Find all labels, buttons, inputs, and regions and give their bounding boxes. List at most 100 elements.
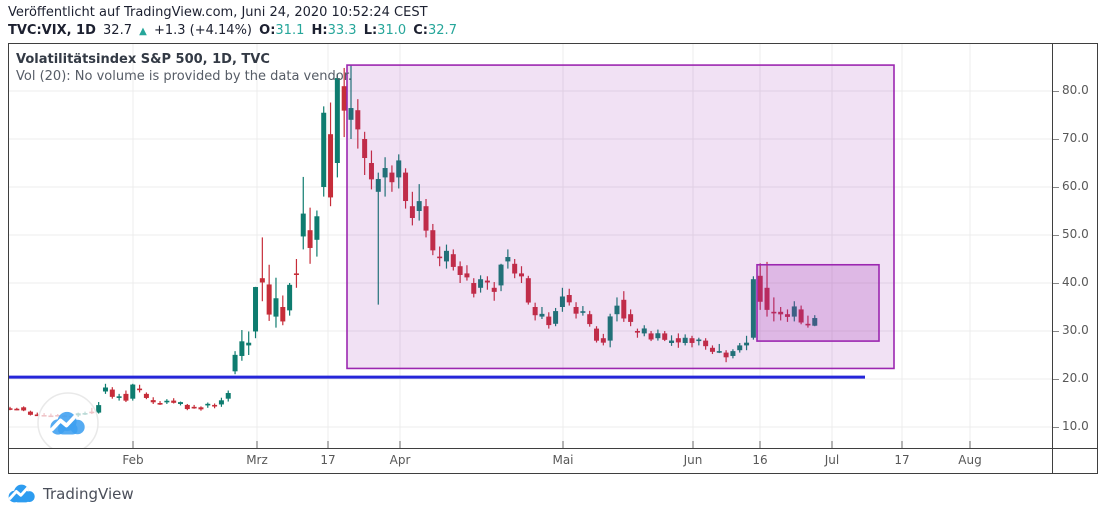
candle-body bbox=[116, 396, 122, 398]
candle-body bbox=[403, 172, 409, 202]
candle-body bbox=[559, 296, 565, 307]
candle-body bbox=[232, 354, 238, 372]
candle-body bbox=[709, 347, 715, 352]
low-value: 31.0 bbox=[377, 23, 407, 38]
candle-body bbox=[423, 206, 429, 231]
candle-body bbox=[171, 400, 177, 403]
candle-body bbox=[334, 78, 340, 163]
candle-body bbox=[634, 331, 640, 333]
candle-body bbox=[27, 411, 33, 415]
candle-body bbox=[716, 351, 722, 353]
candle-body bbox=[737, 345, 743, 351]
candle-body bbox=[723, 352, 729, 358]
x-axis-label: Feb bbox=[122, 453, 144, 467]
candle-body bbox=[218, 400, 224, 405]
candle-body bbox=[791, 306, 797, 317]
candle-body bbox=[355, 110, 361, 130]
tradingview-footer-logo[interactable]: TradingView bbox=[8, 482, 134, 506]
y-axis-label: 70.0 bbox=[1062, 131, 1089, 145]
candle-body bbox=[607, 316, 613, 341]
published-line: Veröffentlicht auf TradingView.com, Juni… bbox=[8, 5, 428, 20]
candle-body bbox=[580, 311, 586, 313]
candle-body bbox=[621, 299, 627, 319]
y-axis-label: 30.0 bbox=[1062, 323, 1089, 337]
candle-body bbox=[198, 407, 204, 410]
time-axis[interactable]: Feb Mrz 17 Apr Mai Jun 16 Jul 17 Aug bbox=[9, 449, 1052, 473]
time-axis-separator bbox=[9, 448, 1098, 449]
footer-brand-text: TradingView bbox=[43, 485, 134, 503]
high-label: H: bbox=[311, 23, 328, 38]
volume-study-legend: Vol (20): No volume is provided by the d… bbox=[16, 69, 352, 84]
candle-body bbox=[757, 275, 763, 302]
candle-body bbox=[546, 316, 552, 326]
chart-frame: Volatilitätsindex S&P 500, 1D, TVC Vol (… bbox=[8, 43, 1098, 474]
x-axis-label: 16 bbox=[752, 453, 768, 467]
high-value: 33.3 bbox=[327, 23, 357, 38]
candle-body bbox=[519, 273, 524, 277]
chart-plot-area[interactable]: Volatilitätsindex S&P 500, 1D, TVC Vol (… bbox=[9, 44, 1052, 448]
candle-body bbox=[375, 178, 381, 192]
candle-body bbox=[246, 342, 252, 346]
candle-body bbox=[266, 284, 272, 315]
candle-body bbox=[744, 342, 750, 346]
candle-body bbox=[314, 216, 320, 240]
candle-body bbox=[212, 404, 218, 407]
candle-body bbox=[471, 283, 477, 294]
candle-body bbox=[130, 384, 136, 399]
candle-body bbox=[648, 333, 654, 340]
drawing-rectangle-small[interactable] bbox=[756, 263, 880, 342]
candle-body bbox=[464, 273, 470, 278]
candle-body bbox=[655, 333, 661, 339]
candle-body bbox=[641, 328, 647, 334]
candle-body bbox=[184, 404, 190, 410]
x-axis-label: Mai bbox=[552, 453, 574, 467]
candle-body bbox=[805, 323, 811, 326]
price-axis-separator bbox=[1052, 44, 1053, 473]
price-tick bbox=[1053, 186, 1059, 188]
candle-body bbox=[21, 407, 27, 411]
chart-title: Volatilitätsindex S&P 500, 1D, TVC bbox=[16, 52, 270, 67]
x-axis-label: Jun bbox=[683, 453, 703, 467]
candle-body bbox=[396, 160, 402, 178]
close-value: 32.7 bbox=[428, 23, 457, 38]
candle-body bbox=[614, 305, 620, 315]
candle-body bbox=[498, 264, 504, 286]
close-label: C: bbox=[413, 23, 429, 38]
candle-body bbox=[164, 400, 170, 403]
y-axis-label: 20.0 bbox=[1062, 371, 1089, 385]
candle-body bbox=[150, 400, 156, 403]
candle-body bbox=[137, 388, 143, 391]
price-axis[interactable]: 80.0 70.0 60.0 50.0 40.0 30.0 20.0 10.0 bbox=[1053, 44, 1098, 448]
price-tick bbox=[1053, 138, 1059, 140]
candle-body bbox=[253, 287, 259, 332]
price-tick bbox=[1053, 282, 1059, 284]
candle-body bbox=[341, 86, 347, 111]
candle-body bbox=[328, 134, 334, 198]
ticker-symbol: TVC:VIX, 1D bbox=[8, 23, 96, 38]
candle-body bbox=[143, 393, 149, 398]
candle-body bbox=[505, 257, 511, 262]
candle-body bbox=[662, 333, 668, 340]
candle-body bbox=[525, 278, 531, 303]
candle-body bbox=[764, 287, 770, 310]
price-tick bbox=[1053, 426, 1059, 428]
candle-body bbox=[191, 406, 197, 409]
x-axis-label: Jul bbox=[824, 453, 840, 467]
candle-body bbox=[682, 337, 688, 343]
candle-body bbox=[205, 403, 211, 406]
candle-body bbox=[300, 213, 306, 237]
candle-body bbox=[771, 311, 777, 314]
candle-body bbox=[784, 314, 790, 317]
candle-body bbox=[239, 341, 245, 356]
candle-body bbox=[491, 287, 497, 292]
low-label: L: bbox=[363, 23, 378, 38]
candle-body bbox=[600, 338, 606, 343]
candle-body bbox=[409, 206, 415, 219]
price-tick bbox=[1053, 234, 1059, 236]
open-value: 31.1 bbox=[275, 23, 305, 38]
candle-body bbox=[750, 279, 756, 338]
candle-body bbox=[798, 309, 804, 323]
candle-body bbox=[273, 298, 279, 317]
drawing-rectangle-large[interactable] bbox=[346, 64, 895, 370]
